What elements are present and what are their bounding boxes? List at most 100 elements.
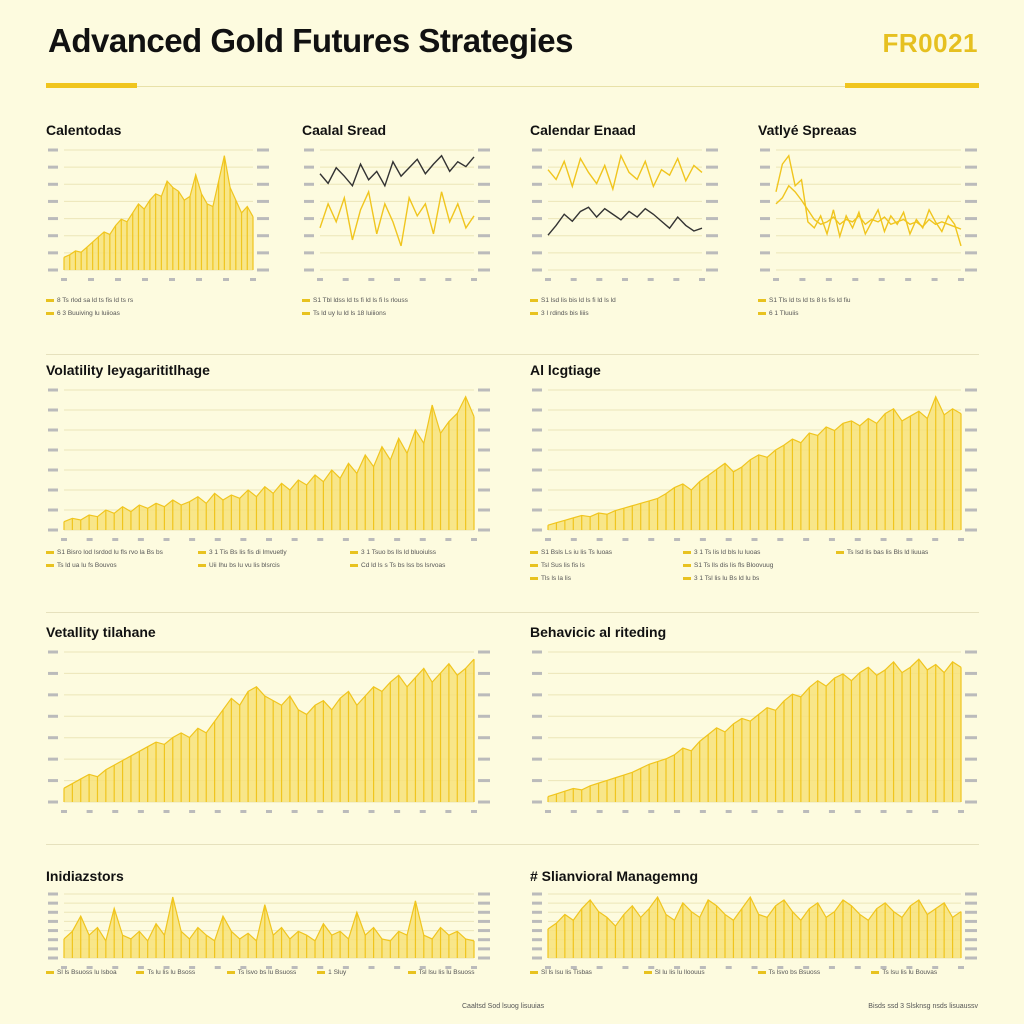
legend-item: S1 Bisro lod Isrdod lu fls rvo la Bs bs (46, 546, 188, 559)
y-tick-label (304, 165, 314, 169)
legend-swatch (350, 550, 358, 554)
legend-label: Tsl Sus lis fis ls (541, 562, 585, 569)
legend-item: 3 1 Ts lis ld bls lu luoas (683, 546, 826, 559)
x-tick-label (828, 810, 835, 813)
chart-panel-inidiazstors: Inidiazstors Sl ls Bsuoss lu lsboa Ts lu … (46, 868, 492, 984)
x-tick-label (932, 966, 939, 969)
y-tick-label (965, 800, 977, 804)
legend-swatch (758, 298, 766, 302)
legend-swatch (530, 563, 538, 567)
legend-label: Sl lu lis lu lloouus (654, 969, 705, 976)
legend-label: S1 Ts lls dis lis fls Bloovuug (694, 562, 774, 569)
y-tick-label (706, 199, 718, 203)
y-tick-label (760, 148, 770, 152)
y-tick-label (965, 929, 977, 933)
x-tick-label (445, 278, 452, 281)
legend-item: Ts ld uy lu ld ls 18 luiiions (302, 307, 492, 320)
series-line (547, 153, 703, 192)
legend-item: S1 lsd lis bis ld ls fi ld ls ld (530, 294, 720, 307)
x-tick-label (112, 810, 119, 813)
chart-plot (760, 148, 977, 281)
legend-swatch (46, 550, 54, 554)
y-tick-label (965, 956, 977, 960)
chart-panel-vetallity: Vetallity tilahane (46, 624, 492, 824)
y-tick-label (48, 714, 58, 718)
x-tick-label (342, 810, 349, 813)
y-tick-label (304, 251, 314, 255)
x-tick-label (196, 278, 202, 281)
x-tick-label (368, 966, 375, 969)
area-fill (64, 396, 474, 530)
legend-item: Ts lsd lis bas lis Bls ld liuuas (836, 546, 979, 559)
x-tick-label (674, 810, 681, 813)
x-tick-label (803, 966, 810, 969)
x-tick-label (86, 966, 93, 969)
legend-item: 3 1 Tis Bs lis fis di Imvuetly (198, 546, 340, 559)
legend-label: Ts lsvo bs Bsuoss (768, 969, 821, 976)
x-tick-label (852, 278, 859, 281)
x-tick-label (266, 810, 272, 813)
y-tick-label (532, 910, 542, 914)
x-tick-label (699, 966, 706, 969)
legend-item: Ts lsvo bs lu Bsuoss (226, 966, 311, 979)
x-tick-label (751, 966, 758, 969)
y-tick-label (304, 268, 314, 272)
x-tick-label (419, 538, 426, 541)
legend-label: 6 3 Buuiving lu luiioas (57, 310, 120, 317)
x-tick-label (751, 538, 758, 541)
y-tick-label (478, 148, 490, 152)
y-tick-label (532, 148, 542, 152)
x-tick-label (596, 538, 603, 541)
y-tick-label (48, 910, 58, 914)
legend-swatch (46, 970, 54, 974)
x-tick-label (699, 810, 706, 813)
legend-label: Ts lsu lis lu Bouvas (882, 969, 938, 976)
x-tick-label (854, 810, 861, 813)
x-tick-label (854, 538, 861, 541)
series-line (547, 206, 703, 236)
legend-swatch (317, 970, 326, 974)
area-fill (548, 396, 961, 530)
x-tick-label (545, 966, 551, 969)
x-tick-label (86, 810, 93, 813)
legend-item: S1 Bsls Ls iu lis Ts luoas (530, 546, 673, 559)
x-tick-label (725, 538, 732, 541)
y-tick-label (257, 165, 269, 169)
legend-item: S1 Tbl ldss ld ts fi ld ls fi ls rlouss (302, 294, 492, 307)
y-tick-label (706, 268, 718, 272)
plot-area (48, 650, 490, 813)
chart-title: Caalal Sread (302, 122, 387, 138)
y-tick-label (532, 217, 542, 221)
y-tick-label (478, 736, 490, 740)
chart-plot (532, 388, 977, 541)
x-tick-label (958, 278, 964, 281)
chart-plot (304, 148, 490, 281)
y-tick-label (48, 956, 58, 960)
y-tick-label (48, 947, 58, 951)
legend-item: Uii Ihu bs lu vu lis blsrcis (198, 559, 340, 572)
x-tick-label (958, 538, 964, 541)
y-tick-label (48, 901, 58, 905)
x-tick-label (878, 278, 885, 281)
y-tick-label (478, 910, 490, 914)
x-tick-label (570, 538, 577, 541)
y-tick-label (478, 956, 490, 960)
y-tick-label (965, 182, 977, 186)
area-line (63, 658, 475, 789)
x-tick-label (673, 278, 680, 281)
y-tick-label (478, 268, 490, 272)
plot-area (48, 388, 490, 541)
y-tick-label (478, 182, 490, 186)
y-tick-label (532, 165, 542, 169)
plot-area (532, 148, 718, 281)
area-line (63, 896, 475, 943)
area-fill (64, 155, 253, 270)
x-tick-label (803, 810, 810, 813)
legend-label: S1 Tbl ldss ld ts fi ld ls fi ls rlouss (313, 297, 408, 304)
y-tick-label (760, 268, 770, 272)
legend-label: 3 I rdinds bis liiis (541, 310, 589, 317)
y-tick-label (965, 919, 977, 923)
y-tick-label (706, 148, 718, 152)
row-divider (46, 844, 979, 845)
y-tick-label (760, 217, 770, 221)
